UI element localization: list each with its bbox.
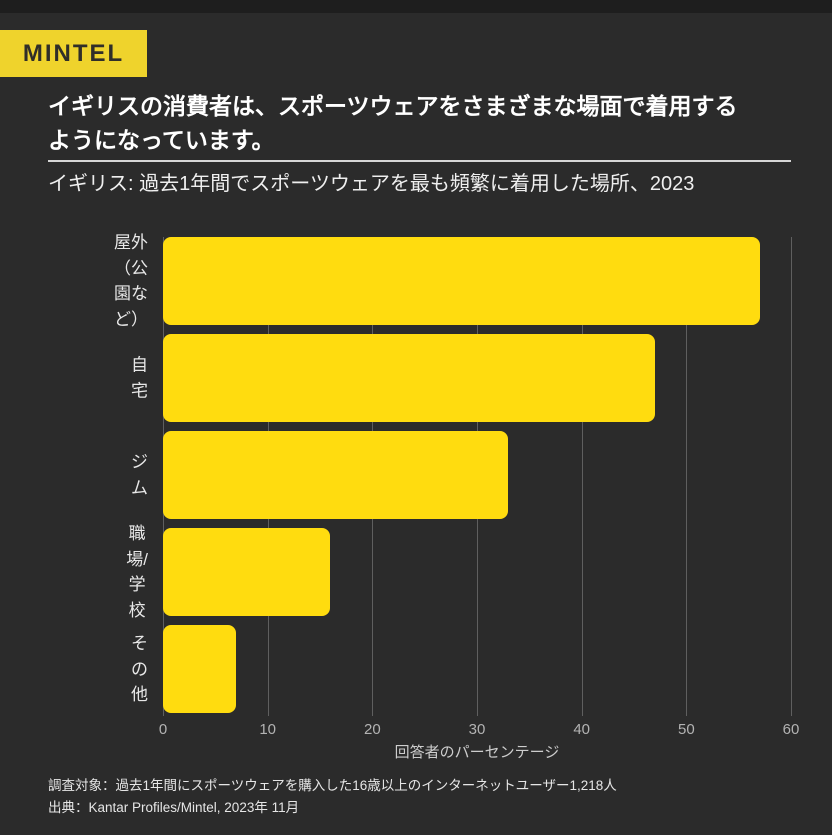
x-tick-label: 40 <box>573 721 590 738</box>
category-label: ジム <box>131 452 148 498</box>
gridline-40 <box>581 237 583 716</box>
bar <box>163 334 655 422</box>
x-tick-label: 10 <box>259 721 276 738</box>
bar-row: 職場/学校 <box>126 524 791 620</box>
chart-subtitle: イギリス: 過去1年間でスポーツウェアを最も頻繁に着用した場所、2023 <box>48 173 695 195</box>
bar-row: ジム <box>131 431 791 519</box>
bar-chart: 屋外 （公園など） 自宅ジム職場/学校その他 0 10 20 30 40 50 60 回答者の… <box>114 233 800 763</box>
bar-row: 屋外 （公園など） <box>114 233 791 329</box>
page-title-line2: ようになっています。 <box>48 127 275 153</box>
bar <box>163 237 760 325</box>
bar <box>163 431 509 519</box>
bar-row: その他 <box>131 625 791 713</box>
bar <box>163 528 331 616</box>
category-label: 職場/学校 <box>126 524 148 620</box>
x-tick-label: 30 <box>468 721 486 738</box>
x-tick-label: 0 <box>158 721 168 738</box>
x-axis: 0 10 20 30 40 50 60 <box>159 713 800 739</box>
category-label: 自宅 <box>131 355 148 401</box>
x-axis-label: 回答者のパーセンテージ <box>394 744 560 761</box>
x-tick-label: 60 <box>782 721 800 738</box>
page-title-line1: イギリスの消費者は、スポーツウェアをさまざまな場面で着用する <box>48 93 738 119</box>
x-tick-label: 20 <box>363 721 381 738</box>
gridline-60 <box>791 237 792 716</box>
mintel-logo-text: MINTEL <box>22 39 125 67</box>
footnote: 調査対象：過去1年間にスポーツウェアを購入した16歳以上のインターネットユーザー… <box>48 775 791 819</box>
top-strip <box>0 0 832 13</box>
category-label: 屋外 （公園など） <box>114 233 148 329</box>
category-label: その他 <box>131 633 148 704</box>
bar-series: 屋外 （公園など） 自宅ジム職場/学校その他 <box>114 233 791 713</box>
bar-row: 自宅 <box>131 334 791 422</box>
plot-area: 屋外 （公園など） 自宅ジム職場/学校その他 <box>114 233 792 716</box>
mintel-logo: MINTEL <box>0 30 147 77</box>
content-area: イギリスの消費者は、スポーツウェアをさまざまな場面で着用する ようになっています… <box>0 89 832 819</box>
title-divider <box>48 160 791 162</box>
bar <box>163 625 237 713</box>
footnote-sample: 調査対象：過去1年間にスポーツウェアを購入した16歳以上のインターネットユーザー… <box>48 778 617 793</box>
footnote-source: 出典：Kantar Profiles/Mintel, 2023年 11月 <box>48 800 300 815</box>
page-title: イギリスの消費者は、スポーツウェアをさまざまな場面で着用する ようになっています… <box>48 89 791 157</box>
x-tick-label: 50 <box>677 721 695 738</box>
gridline-50 <box>686 237 688 716</box>
